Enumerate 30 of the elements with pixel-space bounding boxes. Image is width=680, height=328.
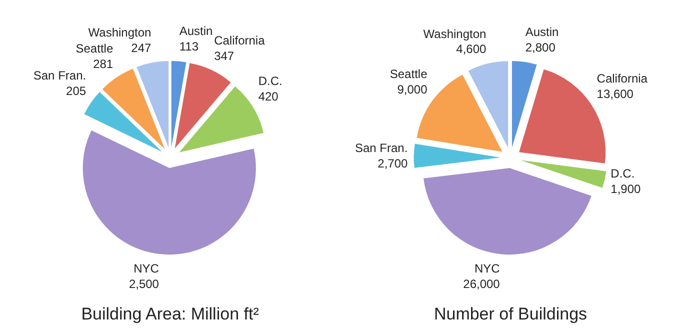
slice-label: NYC	[134, 262, 160, 276]
slice-label: D.C.	[610, 166, 635, 181]
data-label: 281	[93, 57, 114, 72]
slice-label: Seattle	[76, 42, 114, 56]
data-label: 13,600	[596, 86, 634, 101]
slice-label: California	[214, 34, 266, 48]
data-label: 2,500	[128, 277, 160, 292]
slice-label: Washington	[88, 26, 152, 40]
data-label: 420	[258, 89, 279, 104]
text: Building Area: Million ft²	[81, 304, 260, 324]
data-label: 26,000	[463, 277, 500, 292]
slice-label: San Fran.	[33, 68, 86, 83]
data-label: 2,700	[378, 156, 408, 170]
slice-label: NYC	[474, 262, 500, 276]
slice-label: Seattle	[390, 67, 428, 81]
data-label: 1,900	[610, 182, 642, 196]
data-label: 247	[131, 41, 152, 56]
data-label: 2,800	[525, 40, 556, 54]
slice-label: Washington	[423, 26, 486, 41]
data-label: 4,600	[456, 42, 487, 56]
slice-label: California	[596, 71, 648, 86]
slice-label: D.C.	[258, 74, 282, 88]
slice-label: San Fran.	[354, 140, 408, 155]
slice-label: Austin	[525, 24, 559, 39]
data-label: 205	[66, 84, 86, 98]
data-label: 9,000	[397, 82, 428, 96]
data-label: 113	[179, 40, 199, 54]
slice-label: Austin	[179, 24, 213, 38]
text: Number of Buildings	[434, 304, 588, 324]
data-label: 347	[214, 49, 234, 64]
